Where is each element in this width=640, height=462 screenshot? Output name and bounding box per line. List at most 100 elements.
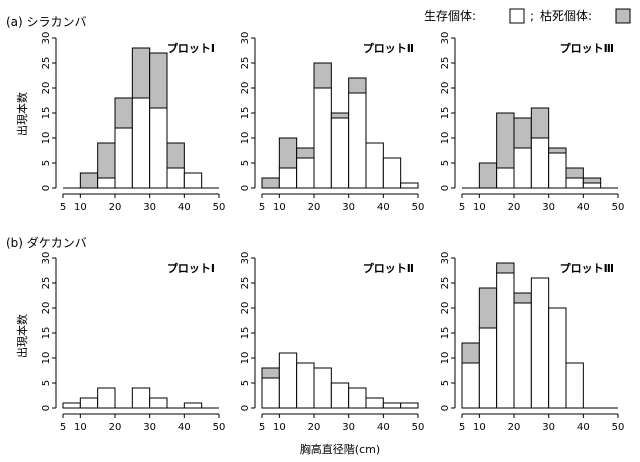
y-axis-label-top: 出現本数 (15, 92, 29, 136)
bar-alive (114, 127, 133, 189)
bar-alive (348, 387, 367, 409)
x-tick-label: 20 (109, 422, 122, 433)
y-tick-label: 20 (41, 302, 52, 315)
plot-title: プロットⅠ (167, 261, 215, 275)
y-tick-label: 25 (41, 57, 52, 70)
x-tick-label: 10 (74, 202, 87, 213)
bar-alive (382, 402, 402, 409)
y-tick-label: 30 (440, 252, 451, 265)
bar-alive (548, 307, 567, 409)
x-axis-label: 胸高直径階(cm) (300, 442, 380, 456)
y-tick-label: 25 (240, 57, 251, 70)
x-tick-label: 30 (542, 422, 555, 433)
y-tick-label: 20 (240, 82, 251, 95)
x-tick-label: 50 (612, 422, 625, 433)
legend-alive-label: 生存個体: (424, 9, 476, 23)
bar-alive (496, 167, 515, 189)
bar-dead (565, 167, 584, 179)
bar-dead (348, 77, 367, 94)
x-tick-label: 5 (259, 202, 265, 213)
y-tick-label: 30 (41, 252, 52, 265)
y-tick-label: 5 (41, 380, 52, 386)
x-tick-label: 20 (308, 202, 321, 213)
y-tick-label: 0 (440, 185, 451, 191)
bar-alive (261, 377, 280, 409)
y-tick-label: 30 (240, 32, 251, 45)
x-tick-label: 5 (60, 422, 66, 433)
y-tick-label: 10 (240, 132, 251, 145)
y-tick-label: 15 (240, 107, 251, 120)
bar-alive (97, 177, 116, 189)
chart-panel-b-plot2: 5 10 20 30 40 50 0 5 10 15 20 25 30 プロットⅡ (240, 252, 424, 433)
x-tick-label: 50 (213, 202, 226, 213)
chart-panel-a-plot2: 5 10 20 30 40 50 0 5 10 15 20 25 30 プロットⅡ (240, 32, 424, 213)
x-tick-label: 5 (60, 202, 66, 213)
y-tick-label: 25 (440, 277, 451, 290)
bar-dead (313, 62, 332, 89)
y-tick-label: 5 (41, 160, 52, 166)
y-tick-label: 5 (440, 160, 451, 166)
bar-alive (330, 117, 350, 189)
bar-alive (348, 92, 367, 189)
bar-dead (261, 177, 280, 189)
y-tick-label: 20 (440, 82, 451, 95)
y-tick-label: 15 (41, 327, 52, 340)
y-tick-label: 5 (240, 160, 251, 166)
y-axis-label-bottom: 出現本数 (15, 314, 29, 358)
bar-alive (548, 152, 567, 189)
y-tick-label: 15 (440, 327, 451, 340)
bar-dead (278, 137, 298, 169)
bar-alive (131, 97, 151, 189)
y-tick-label: 20 (440, 302, 451, 315)
bar-alive (330, 382, 350, 409)
bar-dead (513, 292, 532, 304)
x-tick-label: 30 (143, 202, 156, 213)
bar-alive (313, 87, 332, 189)
bar-alive (400, 182, 419, 189)
bar-alive (62, 402, 81, 409)
bar-dead (478, 287, 498, 329)
y-tick-label: 25 (240, 277, 251, 290)
bar-alive (565, 362, 584, 409)
y-tick-label: 15 (41, 107, 52, 120)
section-label-a: (a) シラカンバ (6, 15, 87, 29)
plot-title: プロットⅡ (363, 261, 414, 275)
bar-alive (278, 352, 298, 409)
y-tick-label: 10 (440, 132, 451, 145)
x-tick-label: 40 (178, 202, 191, 213)
section-label-b: (b) ダケカンバ (6, 235, 87, 250)
bar-alive (382, 157, 402, 189)
y-tick-label: 25 (440, 57, 451, 70)
y-tick-label: 30 (240, 252, 251, 265)
x-tick-label: 10 (473, 202, 486, 213)
bar-alive (513, 302, 532, 409)
x-tick-label: 40 (577, 202, 590, 213)
y-tick-label: 10 (41, 132, 52, 145)
y-tick-label: 0 (240, 185, 251, 191)
bar-dead (79, 172, 99, 189)
y-tick-label: 20 (41, 82, 52, 95)
chart-panel-a-plot1: 5 10 20 30 40 50 0 5 10 15 20 25 30 プロットⅠ (41, 32, 225, 213)
bar-dead (582, 177, 602, 184)
bar-alive (97, 387, 116, 409)
y-tick-label: 15 (240, 327, 251, 340)
bar-alive (400, 402, 419, 409)
bar-dead (478, 162, 498, 189)
y-tick-label: 10 (240, 352, 251, 365)
bar-alive (278, 167, 298, 189)
x-tick-label: 10 (473, 422, 486, 433)
bar-dead (496, 262, 515, 274)
y-tick-label: 0 (240, 405, 251, 411)
bar-dead (548, 147, 567, 154)
y-tick-label: 10 (41, 352, 52, 365)
x-tick-label: 50 (612, 202, 625, 213)
y-tick-label: 30 (41, 32, 52, 45)
bar-alive (365, 397, 384, 409)
bar-alive (365, 142, 384, 189)
bar-alive (183, 172, 203, 189)
y-tick-label: 0 (440, 405, 451, 411)
plot-title: プロットⅡ (363, 41, 414, 55)
x-tick-label: 40 (577, 422, 590, 433)
bar-alive (565, 177, 584, 189)
